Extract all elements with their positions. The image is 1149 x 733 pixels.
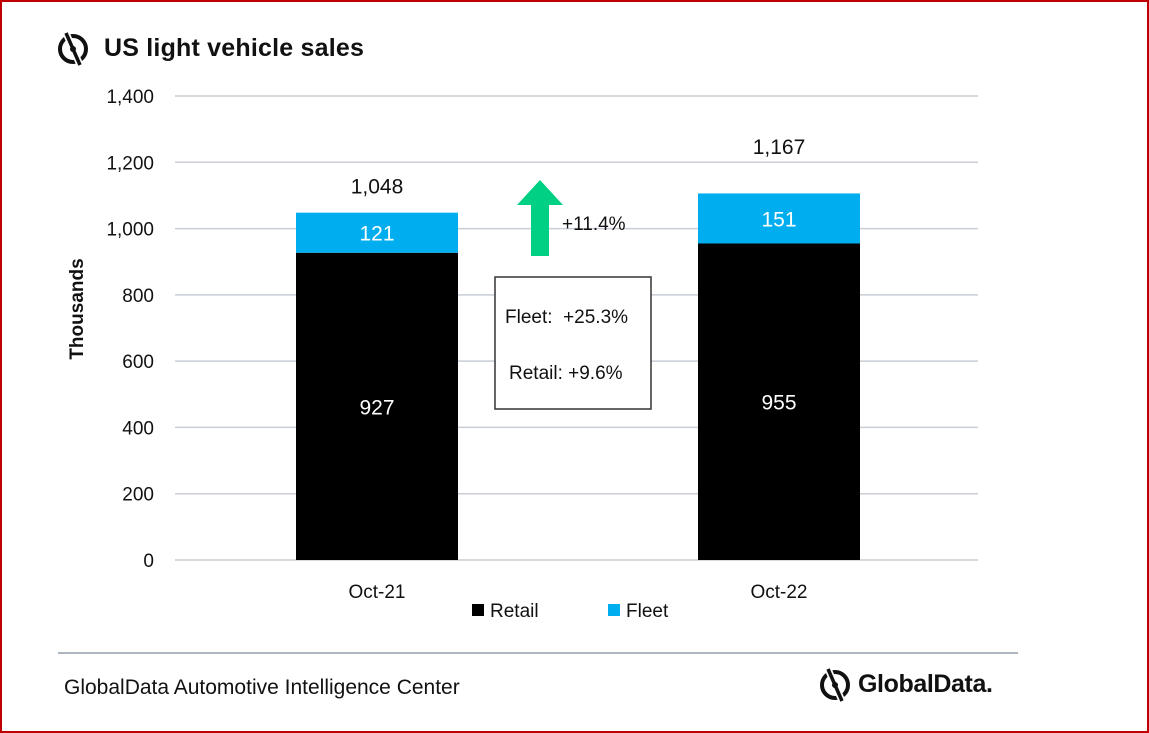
bar-fleet — [296, 212, 458, 253]
total-label: 1,167 — [753, 136, 806, 159]
y-tick-label: 1,000 — [106, 220, 154, 241]
brand-logo: GlobalData. — [818, 665, 993, 703]
stacked-bar-chart: 0 200 400 600 800 1,000 1,200 1,400 Thousands 9… — [67, 87, 978, 622]
data-label-fleet: 151 — [761, 208, 796, 231]
growth-arrow-icon — [517, 180, 563, 256]
legend: Retail Fleet — [472, 601, 669, 622]
globaldata-brand-icon — [820, 667, 850, 703]
growth-annotation: +11.4% — [517, 180, 626, 256]
brand-name: GlobalData. — [858, 669, 993, 698]
data-label-retail: 927 — [359, 396, 394, 419]
globaldata-logo-icon — [58, 31, 88, 67]
data-label-retail: 955 — [761, 392, 796, 415]
bar-retail — [296, 252, 458, 560]
fleet-change-label: Fleet: +25.3% — [505, 307, 628, 328]
chart-title: US light vehicle sales — [104, 33, 365, 62]
source-text: GlobalData Automotive Intelligence Cente… — [64, 676, 460, 699]
bar-retail — [698, 243, 860, 560]
x-tick-label: Oct-21 — [348, 582, 405, 603]
legend-label-fleet: Fleet — [626, 601, 669, 622]
x-tick-label: Oct-22 — [750, 582, 807, 603]
footer-divider — [58, 652, 1018, 654]
data-label-fleet: 121 — [359, 223, 394, 246]
x-axis-ticks: Oct-21 Oct-22 — [348, 582, 807, 603]
bar-fleet — [698, 193, 860, 244]
legend-swatch-retail — [472, 604, 484, 616]
change-callout-box: Fleet: +25.3% Retail: +9.6% — [494, 276, 652, 410]
chart-title-group: US light vehicle sales — [56, 28, 364, 68]
y-tick-label: 400 — [122, 418, 154, 439]
y-axis-label: Thousands — [67, 258, 88, 359]
legend-label-retail: Retail — [490, 601, 539, 622]
y-tick-label: 800 — [122, 286, 154, 307]
legend-swatch-fleet — [608, 604, 620, 616]
y-axis-ticks: 0 200 400 600 800 1,000 1,200 1,400 — [106, 87, 154, 572]
total-label: 1,048 — [351, 176, 404, 199]
growth-label: +11.4% — [562, 214, 626, 235]
y-tick-label: 1,400 — [106, 87, 154, 108]
retail-change-label: Retail: +9.6% — [509, 363, 623, 384]
bars: 927 121 1,048 955 151 1,167 — [296, 136, 860, 560]
y-tick-label: 600 — [122, 352, 154, 373]
y-tick-label: 200 — [122, 485, 154, 506]
y-tick-label: 0 — [143, 551, 154, 572]
y-tick-label: 1,200 — [106, 153, 154, 174]
